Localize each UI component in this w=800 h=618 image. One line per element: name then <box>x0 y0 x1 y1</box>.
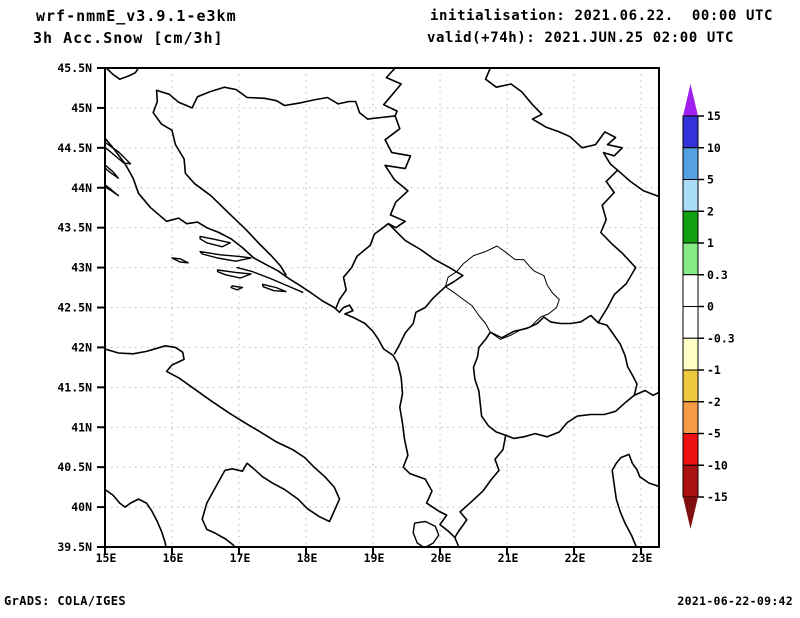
x-tick-label: 20E <box>431 551 452 565</box>
colorbar-segment <box>682 242 699 276</box>
thermaic-gulf-coast <box>611 453 659 547</box>
island-lastovo <box>230 285 244 291</box>
model-title: wrf-nmmE_v3.9.1-e3km <box>36 7 237 25</box>
colorbar-segment <box>682 433 699 466</box>
colorbar-up-arrow <box>683 84 698 116</box>
corfu-island <box>412 520 440 547</box>
y-tick-label: 39.5N <box>57 540 92 554</box>
colorbar-label: 15 <box>707 109 721 123</box>
x-tick-label: 17E <box>230 551 251 565</box>
colorbar-segment <box>682 401 699 434</box>
drina-border <box>384 115 412 229</box>
greece-albania-border <box>453 434 507 539</box>
montenegro-kosovo-border <box>444 274 464 288</box>
colorbar-label: 1 <box>707 236 714 250</box>
colorbar-label: 2 <box>707 204 714 218</box>
romania-bulgaria-danube <box>616 169 659 198</box>
y-tick-label: 42N <box>71 340 92 354</box>
serbia-romania-danube <box>484 68 624 171</box>
x-tick-label: 15E <box>96 551 117 565</box>
x-tick-label: 16E <box>163 551 184 565</box>
colorbar-segment <box>682 179 699 212</box>
x-tick-label: 19E <box>364 551 385 565</box>
field-title: 3h Acc.Snow [cm/3h] <box>33 29 224 47</box>
y-tick-label: 40.5N <box>57 460 92 474</box>
grads-credit: GrADS: COLA/IGES <box>4 594 126 608</box>
colorbar-segment <box>682 337 699 371</box>
colorbar-label: -10 <box>707 458 728 472</box>
colorbar-segment <box>682 147 699 180</box>
colorbar-segment <box>682 464 699 498</box>
kvarner-coast <box>105 68 140 80</box>
colorbar-label: -5 <box>707 427 721 441</box>
colorbar-down-arrow <box>683 497 698 529</box>
bosnia-west-border <box>152 89 287 276</box>
colorbar-segment <box>682 306 699 339</box>
italy-adriatic-coast <box>105 344 341 547</box>
colorbar-label: -15 <box>707 490 728 504</box>
island-pag2 <box>105 163 120 179</box>
y-tick-label: 42.5N <box>57 301 92 315</box>
y-tick-label: 45.5N <box>57 61 92 75</box>
x-tick-label: 18E <box>297 551 318 565</box>
y-tick-label: 40N <box>71 500 92 514</box>
colorbar-label: 5 <box>707 173 714 187</box>
island-dugi <box>105 183 120 197</box>
valid-time-label: valid(+74h): 2021.JUN.25 02:00 UTC <box>427 30 734 46</box>
x-tick-label: 23E <box>632 551 653 565</box>
map-outlines <box>105 68 659 547</box>
colorbar-label: -2 <box>707 395 721 409</box>
colorbar-label: -0.3 <box>707 331 735 345</box>
y-tick-label: 43.5N <box>57 221 92 235</box>
y-tick-label: 43N <box>71 261 92 275</box>
bosnia-north-border <box>155 86 396 120</box>
init-time-label: initialisation: 2021.06.22. 00:00 UTC <box>430 8 774 24</box>
island-pag <box>105 141 132 165</box>
x-tick-label: 21E <box>498 551 519 565</box>
peljesac-peninsula <box>236 266 304 293</box>
island-brac <box>199 235 232 248</box>
colorbar-label: 0.3 <box>707 268 728 282</box>
montenegro-serbia-border <box>387 222 464 277</box>
colorbar-segment <box>682 369 699 403</box>
montenegro-albania-border <box>393 285 447 355</box>
y-tick-label: 44.5N <box>57 141 92 155</box>
island-vis <box>171 257 189 264</box>
y-tick-label: 45N <box>71 101 92 115</box>
dalmatia-montenegro-albania-coast <box>105 137 460 547</box>
y-tick-label: 41.5N <box>57 380 92 394</box>
colorbar-segment <box>682 274 699 307</box>
colorbar-label: -1 <box>707 363 721 377</box>
kosovo-border <box>444 245 560 340</box>
colorbar-segment <box>682 115 699 149</box>
greece-bulgaria-border <box>633 389 659 397</box>
x-tick-label: 22E <box>565 551 586 565</box>
y-tick-label: 41N <box>71 420 92 434</box>
bosnia-montenegro-border <box>335 222 390 309</box>
macedonia-border <box>472 314 638 440</box>
colorbar-label: 0 <box>707 300 714 314</box>
creation-timestamp: 2021-06-22-09:42 <box>677 594 793 608</box>
colorbar-label: 10 <box>707 141 721 155</box>
serbia-bulgaria-border <box>597 169 637 324</box>
island-hvar <box>199 250 252 262</box>
island-korcula <box>216 269 252 279</box>
colorbar-segment <box>682 210 699 244</box>
island-mljet <box>261 283 287 293</box>
italy-tyrrhenian-coast <box>105 488 167 547</box>
y-tick-label: 44N <box>71 181 92 195</box>
croatia-serbia-border <box>382 68 403 117</box>
